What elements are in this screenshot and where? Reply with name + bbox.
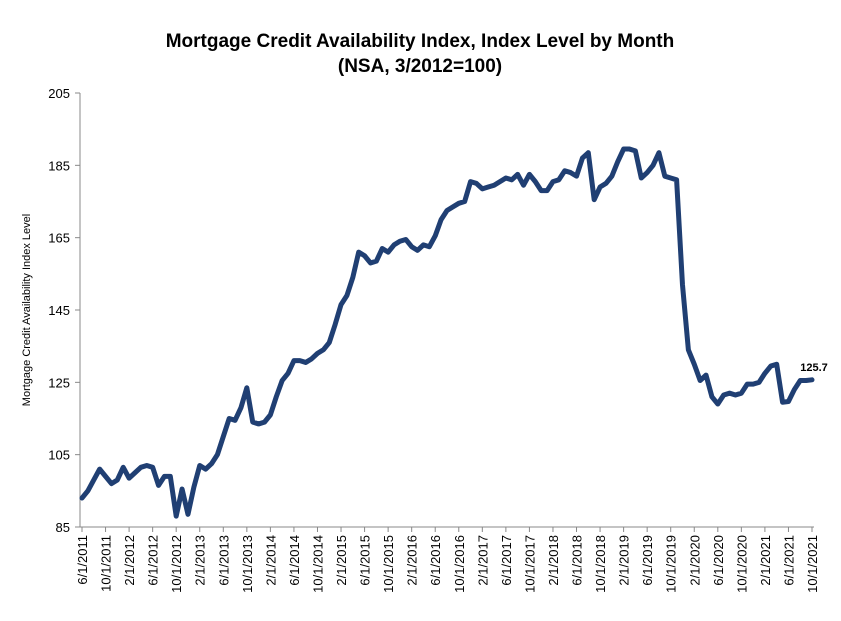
chart-title: Mortgage Credit Availability Index, Inde… xyxy=(166,31,675,52)
x-tick-label: 2/1/2017 xyxy=(475,535,490,586)
x-tick-label: 10/1/2018 xyxy=(593,535,608,593)
x-tick-label: 6/1/2011 xyxy=(75,535,90,585)
x-tick-label: 6/1/2021 xyxy=(781,535,796,586)
x-tick-label: 10/1/2020 xyxy=(734,535,749,593)
y-tick-label: 205 xyxy=(48,86,70,101)
x-tick-label: 2/1/2012 xyxy=(122,535,137,586)
x-tick-label: 2/1/2018 xyxy=(546,535,561,586)
x-tick-label: 6/1/2013 xyxy=(216,535,231,586)
x-tick-label: 10/1/2019 xyxy=(664,535,679,593)
x-tick-label: 2/1/2013 xyxy=(193,535,208,586)
x-tick-label: 10/1/2016 xyxy=(452,535,467,593)
x-tick-label: 6/1/2017 xyxy=(499,535,514,586)
x-tick-label: 6/1/2016 xyxy=(428,535,443,586)
x-tick-label: 10/1/2017 xyxy=(522,535,537,593)
y-tick-label: 85 xyxy=(56,520,70,535)
x-tick-label: 2/1/2020 xyxy=(687,535,702,586)
x-tick-label: 2/1/2016 xyxy=(405,535,420,586)
x-tick-label: 2/1/2021 xyxy=(758,535,773,586)
x-tick-label: 10/1/2021 xyxy=(805,535,820,593)
line-series xyxy=(79,146,815,519)
x-tick-label: 6/1/2012 xyxy=(146,535,161,586)
y-tick-label: 105 xyxy=(48,448,70,463)
x-tick-label: 10/1/2012 xyxy=(169,535,184,593)
x-tick-label: 6/1/2015 xyxy=(358,535,373,586)
x-tick-label: 10/1/2013 xyxy=(240,535,255,593)
x-tick-label: 10/1/2011 xyxy=(99,535,114,592)
x-tick-label: 10/1/2014 xyxy=(310,535,325,593)
x-tick-label: 6/1/2020 xyxy=(711,535,726,586)
x-tick-label: 2/1/2019 xyxy=(617,535,632,586)
x-tick-label: 2/1/2014 xyxy=(263,535,278,586)
x-tick-label: 6/1/2019 xyxy=(640,535,655,586)
x-tick-label: 10/1/2015 xyxy=(381,535,396,593)
data-label: 125.7 xyxy=(800,362,828,374)
chart-subtitle: (NSA, 3/2012=100) xyxy=(338,56,502,77)
y-tick-label: 125 xyxy=(48,375,70,390)
x-tick-label: 6/1/2018 xyxy=(570,535,585,586)
y-axis-label: Mortgage Credit Availability Index Level xyxy=(21,214,33,406)
x-tick-label: 2/1/2015 xyxy=(334,535,349,586)
y-tick-label: 185 xyxy=(48,158,70,173)
x-tick-label: 6/1/2014 xyxy=(287,535,302,586)
y-tick-label: 145 xyxy=(48,303,70,318)
y-tick-label: 165 xyxy=(48,231,70,246)
